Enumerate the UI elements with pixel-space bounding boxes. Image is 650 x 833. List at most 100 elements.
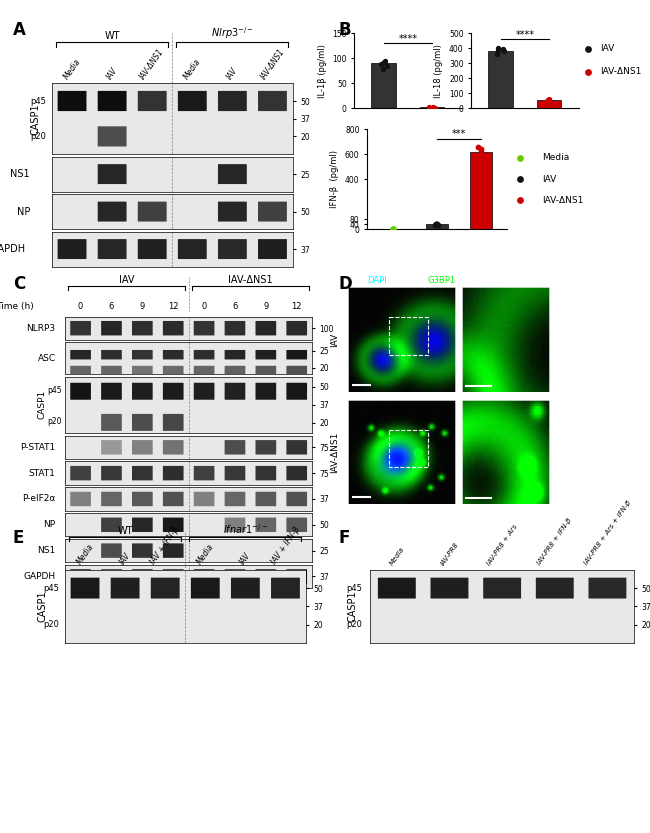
Point <box>424 101 434 114</box>
Text: NLRP3: NLRP3 <box>27 324 56 332</box>
Text: P-STAT1: P-STAT1 <box>21 443 56 451</box>
FancyBboxPatch shape <box>132 350 153 360</box>
FancyBboxPatch shape <box>287 350 307 360</box>
FancyBboxPatch shape <box>70 382 91 400</box>
Text: 6: 6 <box>109 302 114 311</box>
FancyBboxPatch shape <box>101 466 122 481</box>
FancyBboxPatch shape <box>287 321 307 336</box>
Text: NS1: NS1 <box>10 169 30 179</box>
Text: 0: 0 <box>202 302 207 311</box>
FancyBboxPatch shape <box>163 321 183 336</box>
Y-axis label: IL-1β (pg/ml): IL-1β (pg/ml) <box>318 44 326 97</box>
Point <box>376 57 386 71</box>
FancyBboxPatch shape <box>194 366 214 376</box>
FancyBboxPatch shape <box>163 491 183 506</box>
FancyBboxPatch shape <box>178 239 207 259</box>
Text: $Nlrp3^{-/-}$: $Nlrp3^{-/-}$ <box>211 25 254 41</box>
Point <box>544 93 554 107</box>
FancyBboxPatch shape <box>258 91 287 111</box>
FancyBboxPatch shape <box>225 569 245 584</box>
Text: IAV: IAV <box>238 551 253 566</box>
Point <box>424 101 435 114</box>
Text: IAV: IAV <box>105 66 120 81</box>
Text: IAV-ΔNS1: IAV-ΔNS1 <box>138 47 166 81</box>
Text: CASP1: CASP1 <box>31 103 41 135</box>
FancyBboxPatch shape <box>255 491 276 506</box>
Text: IAV: IAV <box>118 551 133 566</box>
FancyBboxPatch shape <box>101 491 122 506</box>
Point <box>543 94 553 107</box>
FancyBboxPatch shape <box>98 91 127 111</box>
Text: Time (h): Time (h) <box>0 302 34 311</box>
FancyBboxPatch shape <box>255 466 276 481</box>
FancyBboxPatch shape <box>378 577 416 599</box>
FancyBboxPatch shape <box>225 366 245 376</box>
Text: D: D <box>338 275 352 293</box>
FancyBboxPatch shape <box>536 577 574 599</box>
Point <box>542 93 552 107</box>
Text: NP: NP <box>44 521 56 529</box>
Bar <box>389 317 428 355</box>
Text: 0: 0 <box>78 302 83 311</box>
Text: Media: Media <box>195 542 216 566</box>
FancyBboxPatch shape <box>111 577 140 599</box>
Text: p20: p20 <box>47 417 62 426</box>
Point <box>515 194 525 207</box>
FancyBboxPatch shape <box>101 414 122 431</box>
Text: ***: *** <box>452 128 466 138</box>
Y-axis label: IFN-β  (pg/ml): IFN-β (pg/ml) <box>330 150 339 208</box>
Text: A: A <box>13 21 26 39</box>
FancyBboxPatch shape <box>132 491 153 506</box>
Text: WT: WT <box>105 31 120 41</box>
Text: IAV-ΔNS1: IAV-ΔNS1 <box>330 431 339 473</box>
FancyBboxPatch shape <box>132 321 153 336</box>
FancyBboxPatch shape <box>218 202 247 222</box>
FancyBboxPatch shape <box>191 577 220 599</box>
Point <box>430 217 441 231</box>
FancyBboxPatch shape <box>225 466 245 481</box>
Text: $Ifnar1^{-/-}$: $Ifnar1^{-/-}$ <box>223 522 268 536</box>
Text: CASP1: CASP1 <box>347 591 358 622</box>
Point <box>433 218 443 232</box>
Point <box>379 56 389 69</box>
Bar <box>389 430 428 467</box>
Point <box>428 101 439 114</box>
FancyBboxPatch shape <box>225 491 245 506</box>
Text: C: C <box>13 275 25 293</box>
Text: IAV: IAV <box>542 175 556 183</box>
Text: p20: p20 <box>346 621 363 629</box>
FancyBboxPatch shape <box>258 202 287 222</box>
Text: IAV: IAV <box>225 66 240 81</box>
FancyBboxPatch shape <box>163 366 183 376</box>
Point <box>478 152 488 166</box>
FancyBboxPatch shape <box>258 239 287 259</box>
FancyBboxPatch shape <box>225 517 245 532</box>
Text: ****: **** <box>515 30 534 40</box>
FancyBboxPatch shape <box>225 350 245 360</box>
Bar <box>426 224 448 229</box>
Text: 12: 12 <box>291 302 302 311</box>
FancyBboxPatch shape <box>151 577 179 599</box>
FancyBboxPatch shape <box>255 366 276 376</box>
FancyBboxPatch shape <box>225 440 245 455</box>
Point <box>499 45 510 58</box>
Text: p45: p45 <box>47 387 62 395</box>
Text: F: F <box>338 529 350 547</box>
FancyBboxPatch shape <box>101 517 122 532</box>
Text: IAV: IAV <box>600 44 614 53</box>
FancyBboxPatch shape <box>70 466 91 481</box>
FancyBboxPatch shape <box>483 577 521 599</box>
Point <box>430 101 440 114</box>
FancyBboxPatch shape <box>255 321 276 336</box>
Text: P-eIF2α: P-eIF2α <box>22 495 56 503</box>
Text: ASC: ASC <box>38 354 56 362</box>
FancyBboxPatch shape <box>163 569 183 584</box>
FancyBboxPatch shape <box>132 382 153 400</box>
Text: G3BP1: G3BP1 <box>428 276 456 285</box>
FancyBboxPatch shape <box>138 91 166 111</box>
FancyBboxPatch shape <box>194 321 214 336</box>
FancyBboxPatch shape <box>70 569 91 584</box>
FancyBboxPatch shape <box>163 543 183 558</box>
Text: NP: NP <box>17 207 30 217</box>
FancyBboxPatch shape <box>588 577 627 599</box>
